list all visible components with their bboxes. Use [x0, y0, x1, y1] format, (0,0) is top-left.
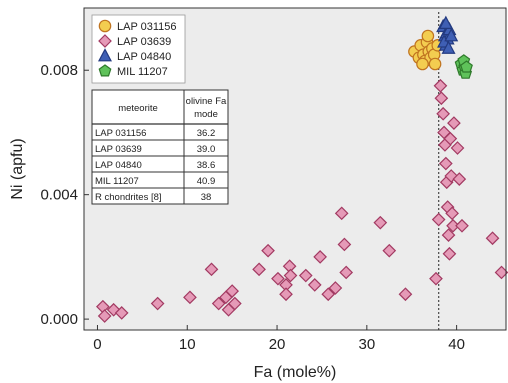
- table-cell: R chondrites [8]: [95, 192, 162, 203]
- data-point: [445, 206, 459, 221]
- data-point: [382, 243, 397, 258]
- table-cell: LAP 04840: [95, 160, 142, 171]
- data-point: [433, 78, 448, 93]
- legend-marker-diamond: [98, 34, 112, 48]
- data-point: [447, 116, 461, 130]
- table-cell: 38: [201, 192, 212, 203]
- data-point: [373, 215, 388, 230]
- data-point: [428, 57, 442, 71]
- data-point: [283, 268, 298, 283]
- y-tick-label: 0.008: [40, 62, 78, 79]
- data-point: [183, 290, 197, 305]
- table-cell: 39.0: [197, 144, 216, 155]
- legend-label: LAP 04840: [117, 51, 171, 63]
- table-cell: MIL 11207: [95, 176, 139, 187]
- data-point: [279, 287, 293, 302]
- data-point: [339, 265, 354, 280]
- data-point: [211, 296, 226, 311]
- data-point: [434, 91, 449, 106]
- legend-marker-triangle: [98, 48, 112, 62]
- y-tick-label: 0.004: [40, 187, 78, 204]
- data-point: [261, 243, 275, 258]
- series-lap-03639: [96, 78, 508, 323]
- data-point: [204, 262, 219, 277]
- data-point: [429, 271, 443, 286]
- legend-label: MIL 11207: [117, 66, 168, 78]
- series-lap-031156: [408, 29, 445, 71]
- x-tick-label: 40: [448, 336, 465, 353]
- table-cell: 38.6: [197, 160, 216, 171]
- data-point: [441, 228, 456, 242]
- x-tick-label: 10: [179, 336, 196, 353]
- info-table: [91, 89, 229, 205]
- x-tick-label: 30: [358, 336, 375, 353]
- data-point: [446, 218, 460, 233]
- table-cell: 36.2: [197, 128, 216, 139]
- data-point: [442, 246, 457, 261]
- data-point: [444, 28, 459, 42]
- data-point: [438, 15, 453, 29]
- data-point: [227, 296, 242, 311]
- table-cell: 40.9: [197, 176, 216, 187]
- data-point: [443, 131, 458, 146]
- data-point: [485, 231, 500, 246]
- series-mil-11207: [454, 54, 473, 79]
- data-point: [444, 169, 459, 183]
- table-header: meteorite: [118, 103, 158, 114]
- data-point: [225, 284, 239, 298]
- table-header: mode: [194, 109, 218, 120]
- y-tick-label: 0.000: [40, 311, 78, 328]
- data-point: [450, 141, 465, 155]
- data-point: [436, 106, 450, 121]
- series-lap-04840: [436, 15, 459, 54]
- data-point: [114, 306, 129, 320]
- data-point: [416, 57, 429, 71]
- legend-label: LAP 031156: [117, 21, 177, 33]
- table-cell: LAP 03639: [95, 144, 142, 155]
- data-point: [337, 237, 352, 252]
- data-point: [321, 287, 336, 302]
- data-point: [398, 287, 413, 302]
- table-cell: LAP 031156: [95, 128, 146, 139]
- data-point: [441, 40, 456, 54]
- legend-marker-circle: [98, 19, 112, 33]
- data-point: [452, 172, 467, 186]
- data-point: [97, 309, 112, 323]
- data-point: [271, 271, 285, 286]
- y-axis-label: Ni (apfu): [9, 138, 26, 199]
- data-point: [313, 250, 327, 264]
- data-point: [421, 29, 435, 43]
- plot-frame: [83, 7, 507, 331]
- data-point: [328, 281, 343, 295]
- data-point: [334, 206, 349, 221]
- table-header: olivine Fa: [186, 96, 227, 107]
- data-point: [455, 218, 469, 233]
- data-point: [307, 278, 322, 292]
- x-tick-label: 0: [93, 336, 101, 353]
- data-point: [150, 296, 165, 311]
- data-point: [431, 212, 446, 227]
- data-point: [298, 268, 313, 283]
- x-tick-label: 20: [269, 336, 286, 353]
- data-point: [460, 60, 473, 73]
- data-point: [252, 262, 266, 277]
- data-point: [106, 302, 121, 317]
- legend-marker-pentagon: [98, 64, 112, 77]
- x-axis-label: Fa (mole%): [254, 364, 337, 381]
- data-point: [438, 156, 453, 171]
- legend-label: LAP 03639: [117, 36, 171, 48]
